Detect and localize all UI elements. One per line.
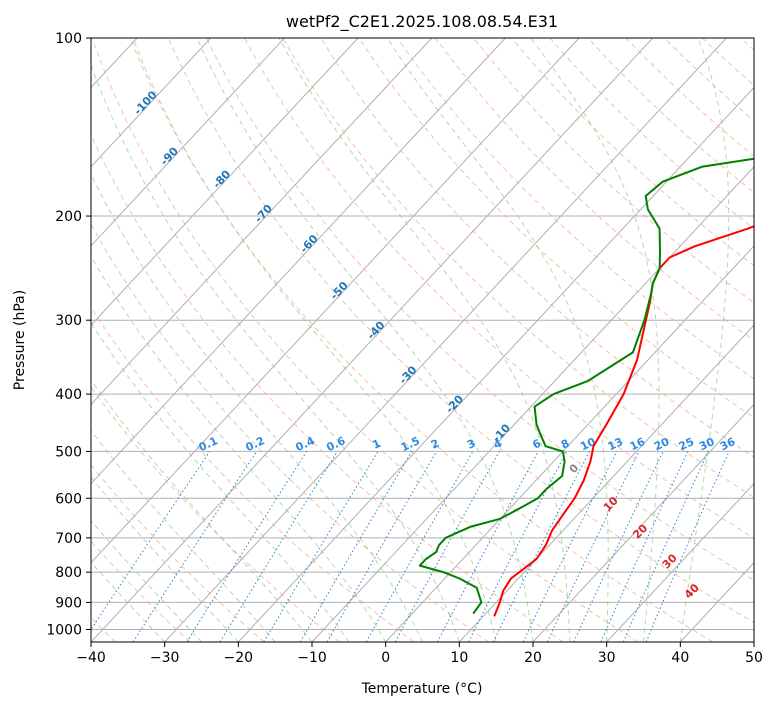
- isotherm-gridline: [164, 38, 727, 642]
- moist-adiabat: [679, 38, 730, 642]
- moist-adiabat: [91, 321, 350, 642]
- y-tick-label: 200: [55, 209, 82, 225]
- y-axis-label: Pressure (hPa): [12, 290, 28, 390]
- mixing-ratio-line: [132, 451, 258, 642]
- axis-ticks: −40 −30 −20 −10 0 10 20 30 40 50 1000 900 800 700 600 5…: [46, 31, 763, 666]
- x-tick-label: −20: [224, 650, 254, 666]
- x-axis-label: Temperature (°C): [361, 681, 483, 697]
- mixing-ratio-line: [365, 451, 474, 642]
- moist-adiabat: [530, 38, 660, 642]
- isotherm-gridline: [237, 86, 754, 642]
- x-tick-label: −30: [150, 650, 180, 666]
- mixing-ratio-label: 20: [652, 435, 672, 453]
- y-tick-label: 400: [55, 387, 82, 403]
- y-tick-label: 900: [55, 595, 82, 611]
- mixing-ratio-line: [645, 451, 730, 642]
- mixing-ratio-line: [622, 451, 709, 642]
- background-lines: [0, 38, 754, 642]
- x-tick-label: −40: [76, 650, 106, 666]
- y-tick-label: 1000: [46, 622, 82, 638]
- x-tick-label: 10: [450, 650, 468, 666]
- moist-adiabat: [91, 519, 202, 642]
- moist-adiabat: [386, 38, 609, 642]
- dry-adiabat: [91, 306, 415, 642]
- dry-adiabat: [320, 38, 754, 458]
- dry-adiabat: [91, 133, 564, 642]
- moist-adiabat: [91, 429, 276, 642]
- mixing-ratio-line: [219, 451, 338, 642]
- isotherm-gridline: [91, 38, 580, 564]
- series-layer: [418, 157, 754, 617]
- dry-adiabat: [91, 38, 639, 642]
- moist-adiabat: [91, 255, 387, 642]
- mixing-ratio-label: 16: [628, 435, 648, 453]
- temperature-line: [493, 225, 754, 617]
- dewpoint-line: [418, 157, 754, 615]
- dry-adiabat: [129, 38, 713, 642]
- moist-adiabat: [91, 173, 423, 642]
- y-tick-label: 600: [55, 491, 82, 507]
- y-tick-label: 100: [55, 31, 82, 47]
- y-tick-label: 800: [55, 565, 82, 581]
- moist-adiabat: [196, 38, 534, 642]
- plot-frame: [90, 37, 755, 643]
- isotherm-gridline: [91, 38, 212, 168]
- isotherm-gridline: [91, 38, 433, 406]
- isotherm-gridline: [91, 38, 285, 247]
- x-tick-label: 0: [381, 650, 390, 666]
- x-tick-label: −10: [297, 650, 327, 666]
- dry-adiabat: [434, 38, 754, 342]
- mixing-ratio-label: 25: [677, 435, 696, 453]
- chart-title: wetPf2_C2E1.2025.108.08.54.E31: [286, 12, 558, 32]
- mixing-ratio-line: [394, 451, 500, 642]
- mixing-ratio-label: 30: [697, 435, 717, 453]
- isotherm-gridline: [91, 38, 506, 485]
- mixing-ratio-line: [91, 451, 211, 631]
- moist-adiabat: [91, 561, 166, 642]
- y-tick-label: 500: [55, 444, 82, 460]
- moist-adiabat: [278, 38, 571, 642]
- x-tick-label: 50: [745, 650, 763, 666]
- x-tick-label: 40: [671, 650, 689, 666]
- isotherm-gridline: [385, 245, 754, 642]
- isotherm-gridline: [606, 482, 754, 642]
- moist-adiabat: [91, 63, 460, 642]
- moist-adiabat: [91, 476, 239, 642]
- dry-adiabat: [91, 223, 489, 642]
- mixing-ratio-line: [492, 451, 590, 642]
- isotherm-gridline: [0, 38, 63, 642]
- dry-adiabat: [282, 38, 754, 498]
- isotherm-gridline: [458, 324, 754, 642]
- moist-adiabat: [91, 379, 313, 642]
- mixing-ratio-label: 13: [606, 435, 625, 453]
- plot-background: [91, 38, 754, 642]
- y-tick-label: 700: [55, 531, 82, 547]
- x-tick-label: 30: [598, 650, 616, 666]
- x-tick-label: 20: [524, 650, 542, 666]
- isotherm-gridline: [753, 641, 754, 642]
- isotherm-gridline: [91, 38, 359, 326]
- mixing-ratio-line: [600, 451, 689, 642]
- isotherm-gridline: [532, 403, 754, 642]
- y-tick-label: 300: [55, 313, 82, 329]
- mixing-ratio-label: 36: [718, 435, 738, 453]
- dry-adiabat: [91, 463, 265, 642]
